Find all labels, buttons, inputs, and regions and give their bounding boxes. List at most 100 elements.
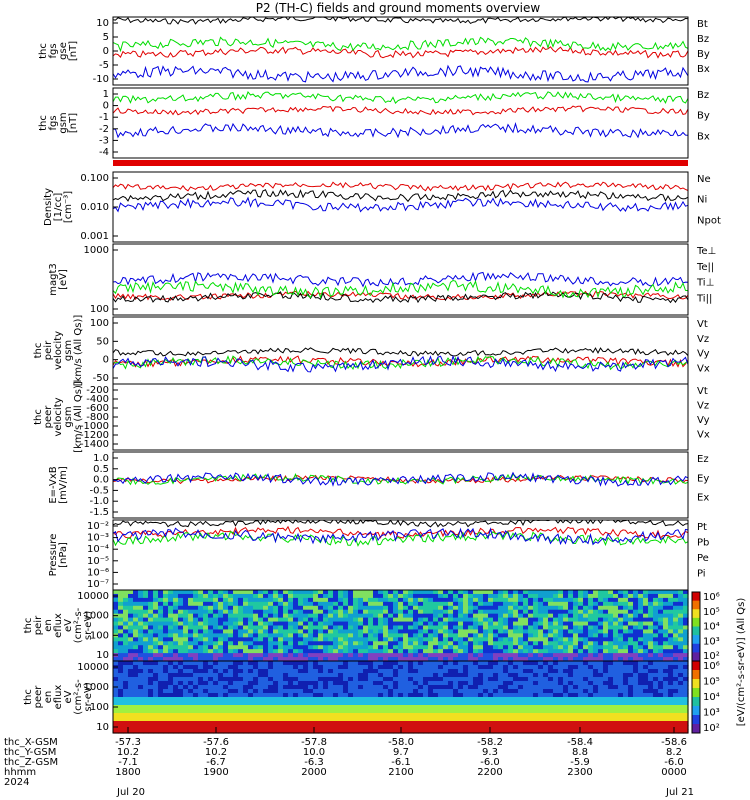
spectrogram-cell — [683, 661, 689, 666]
spectrogram-cell — [163, 701, 169, 706]
spectrogram-cell — [568, 709, 574, 714]
spectrogram-cell — [313, 653, 319, 658]
spectrogram-cell — [283, 673, 289, 678]
spectrogram-cell — [128, 593, 134, 599]
spectrogram-cell — [678, 661, 684, 666]
spectrogram-cell — [648, 617, 654, 623]
legend-Ey: Ey — [697, 473, 709, 484]
x-tick-label: -57.3 — [115, 737, 141, 748]
spectrogram-cell — [368, 661, 374, 666]
spectrogram-cell — [543, 661, 549, 666]
spectrogram-cell — [633, 621, 639, 627]
spectrogram-cell — [258, 729, 264, 734]
spectrogram-cell — [178, 633, 184, 638]
spectrogram-cell — [208, 625, 214, 631]
spectrogram-cell — [583, 641, 589, 646]
spectrogram-cell — [428, 717, 434, 722]
spectrogram-cell — [308, 701, 314, 706]
spectrogram-cell — [173, 637, 179, 642]
spectrogram-cell — [423, 625, 429, 631]
spectrogram-cell — [308, 693, 314, 698]
spectrogram-cell — [348, 645, 354, 650]
spectrogram-cell — [148, 649, 154, 654]
spectrogram-cell — [373, 721, 379, 726]
spectrogram-cell — [123, 685, 129, 690]
spectrogram-cell — [598, 637, 604, 642]
spectrogram-cell — [318, 617, 324, 623]
spectrogram-cell — [283, 725, 289, 730]
spectrogram-cell — [598, 597, 604, 603]
spectrogram-cell — [438, 641, 444, 646]
spectrogram-cell — [273, 601, 279, 607]
spectrogram-cell — [178, 685, 184, 690]
spectrogram-cell — [188, 705, 194, 710]
spectrogram-cell — [618, 693, 624, 698]
spectrogram-cell — [153, 697, 159, 702]
spectrogram-cell — [473, 645, 479, 650]
spectrogram-cell — [633, 705, 639, 710]
spectrogram-cell — [443, 661, 449, 666]
spectrogram-cell — [378, 649, 384, 654]
y-axis-label: thcpeervelocitygsm[km/s (All Qs)] — [33, 381, 84, 453]
spectrogram-cell — [583, 693, 589, 698]
spectrogram-cell — [443, 725, 449, 730]
spectrogram-cell — [138, 697, 144, 702]
spectrogram-cell — [183, 669, 189, 674]
spectrogram-cell — [493, 697, 499, 702]
spectrogram-cell — [428, 609, 434, 615]
spectrogram-cell — [528, 713, 534, 718]
spectrogram-cell — [473, 713, 479, 718]
spectrogram-cell — [358, 729, 364, 734]
y-tick-label: -1 — [99, 112, 109, 123]
spectrogram-cell — [358, 605, 364, 611]
spectrogram-cell — [558, 633, 564, 638]
spectrogram-cell — [353, 729, 359, 734]
spectrogram-cell — [353, 681, 359, 686]
spectrogram-cell — [593, 697, 599, 702]
panel-frame — [112, 451, 689, 519]
spectrogram-cell — [588, 701, 594, 706]
spectrogram-cell — [648, 721, 654, 726]
spectrogram-cell — [373, 657, 379, 662]
spectrogram-cell — [528, 729, 534, 734]
spectrogram-cell — [668, 593, 674, 599]
spectrogram-cell — [658, 705, 664, 710]
spectrogram-cell — [673, 729, 679, 734]
spectrogram-cell — [443, 673, 449, 678]
spectrogram-cell — [573, 693, 579, 698]
spectrogram-cell — [418, 605, 424, 611]
spectrogram-cell — [178, 657, 184, 662]
spectrogram-cell — [523, 633, 529, 638]
spectrogram-cell — [118, 685, 124, 690]
spectrogram-cell — [618, 729, 624, 734]
spectrogram-cell — [378, 590, 384, 595]
spectrogram-cell — [213, 661, 219, 666]
spectrogram-cell — [303, 649, 309, 654]
spectrogram-cell — [683, 657, 689, 662]
spectrogram-cell — [128, 673, 134, 678]
spectrogram-cell — [138, 613, 144, 619]
spectrogram-cell — [443, 629, 449, 634]
spectrogram-cell — [238, 641, 244, 646]
spectrogram-cell — [183, 717, 189, 722]
spectrogram-cell — [138, 689, 144, 694]
spectrogram-cell — [303, 685, 309, 690]
legend-Vt: Vt — [697, 319, 708, 330]
spectrogram-cell — [428, 590, 434, 595]
spectrogram-cell — [483, 697, 489, 702]
spectrogram-cell — [268, 689, 274, 694]
spectrogram-cell — [613, 609, 619, 615]
spectrogram-cell — [613, 625, 619, 631]
spectrogram-cell — [203, 717, 209, 722]
spectrogram-cell — [378, 625, 384, 631]
spectrogram-cell — [488, 677, 494, 682]
spectrogram-cell — [218, 633, 224, 638]
spectrogram-cell — [483, 673, 489, 678]
y-tick-label: 1.0 — [93, 453, 109, 464]
spectrogram-cell — [113, 721, 119, 726]
spectrogram-cell — [283, 717, 289, 722]
spectrogram-cell — [278, 593, 284, 599]
spectrogram-cell — [653, 729, 659, 734]
date-end: Jul 21 — [665, 787, 694, 798]
spectrogram-cell — [218, 697, 224, 702]
